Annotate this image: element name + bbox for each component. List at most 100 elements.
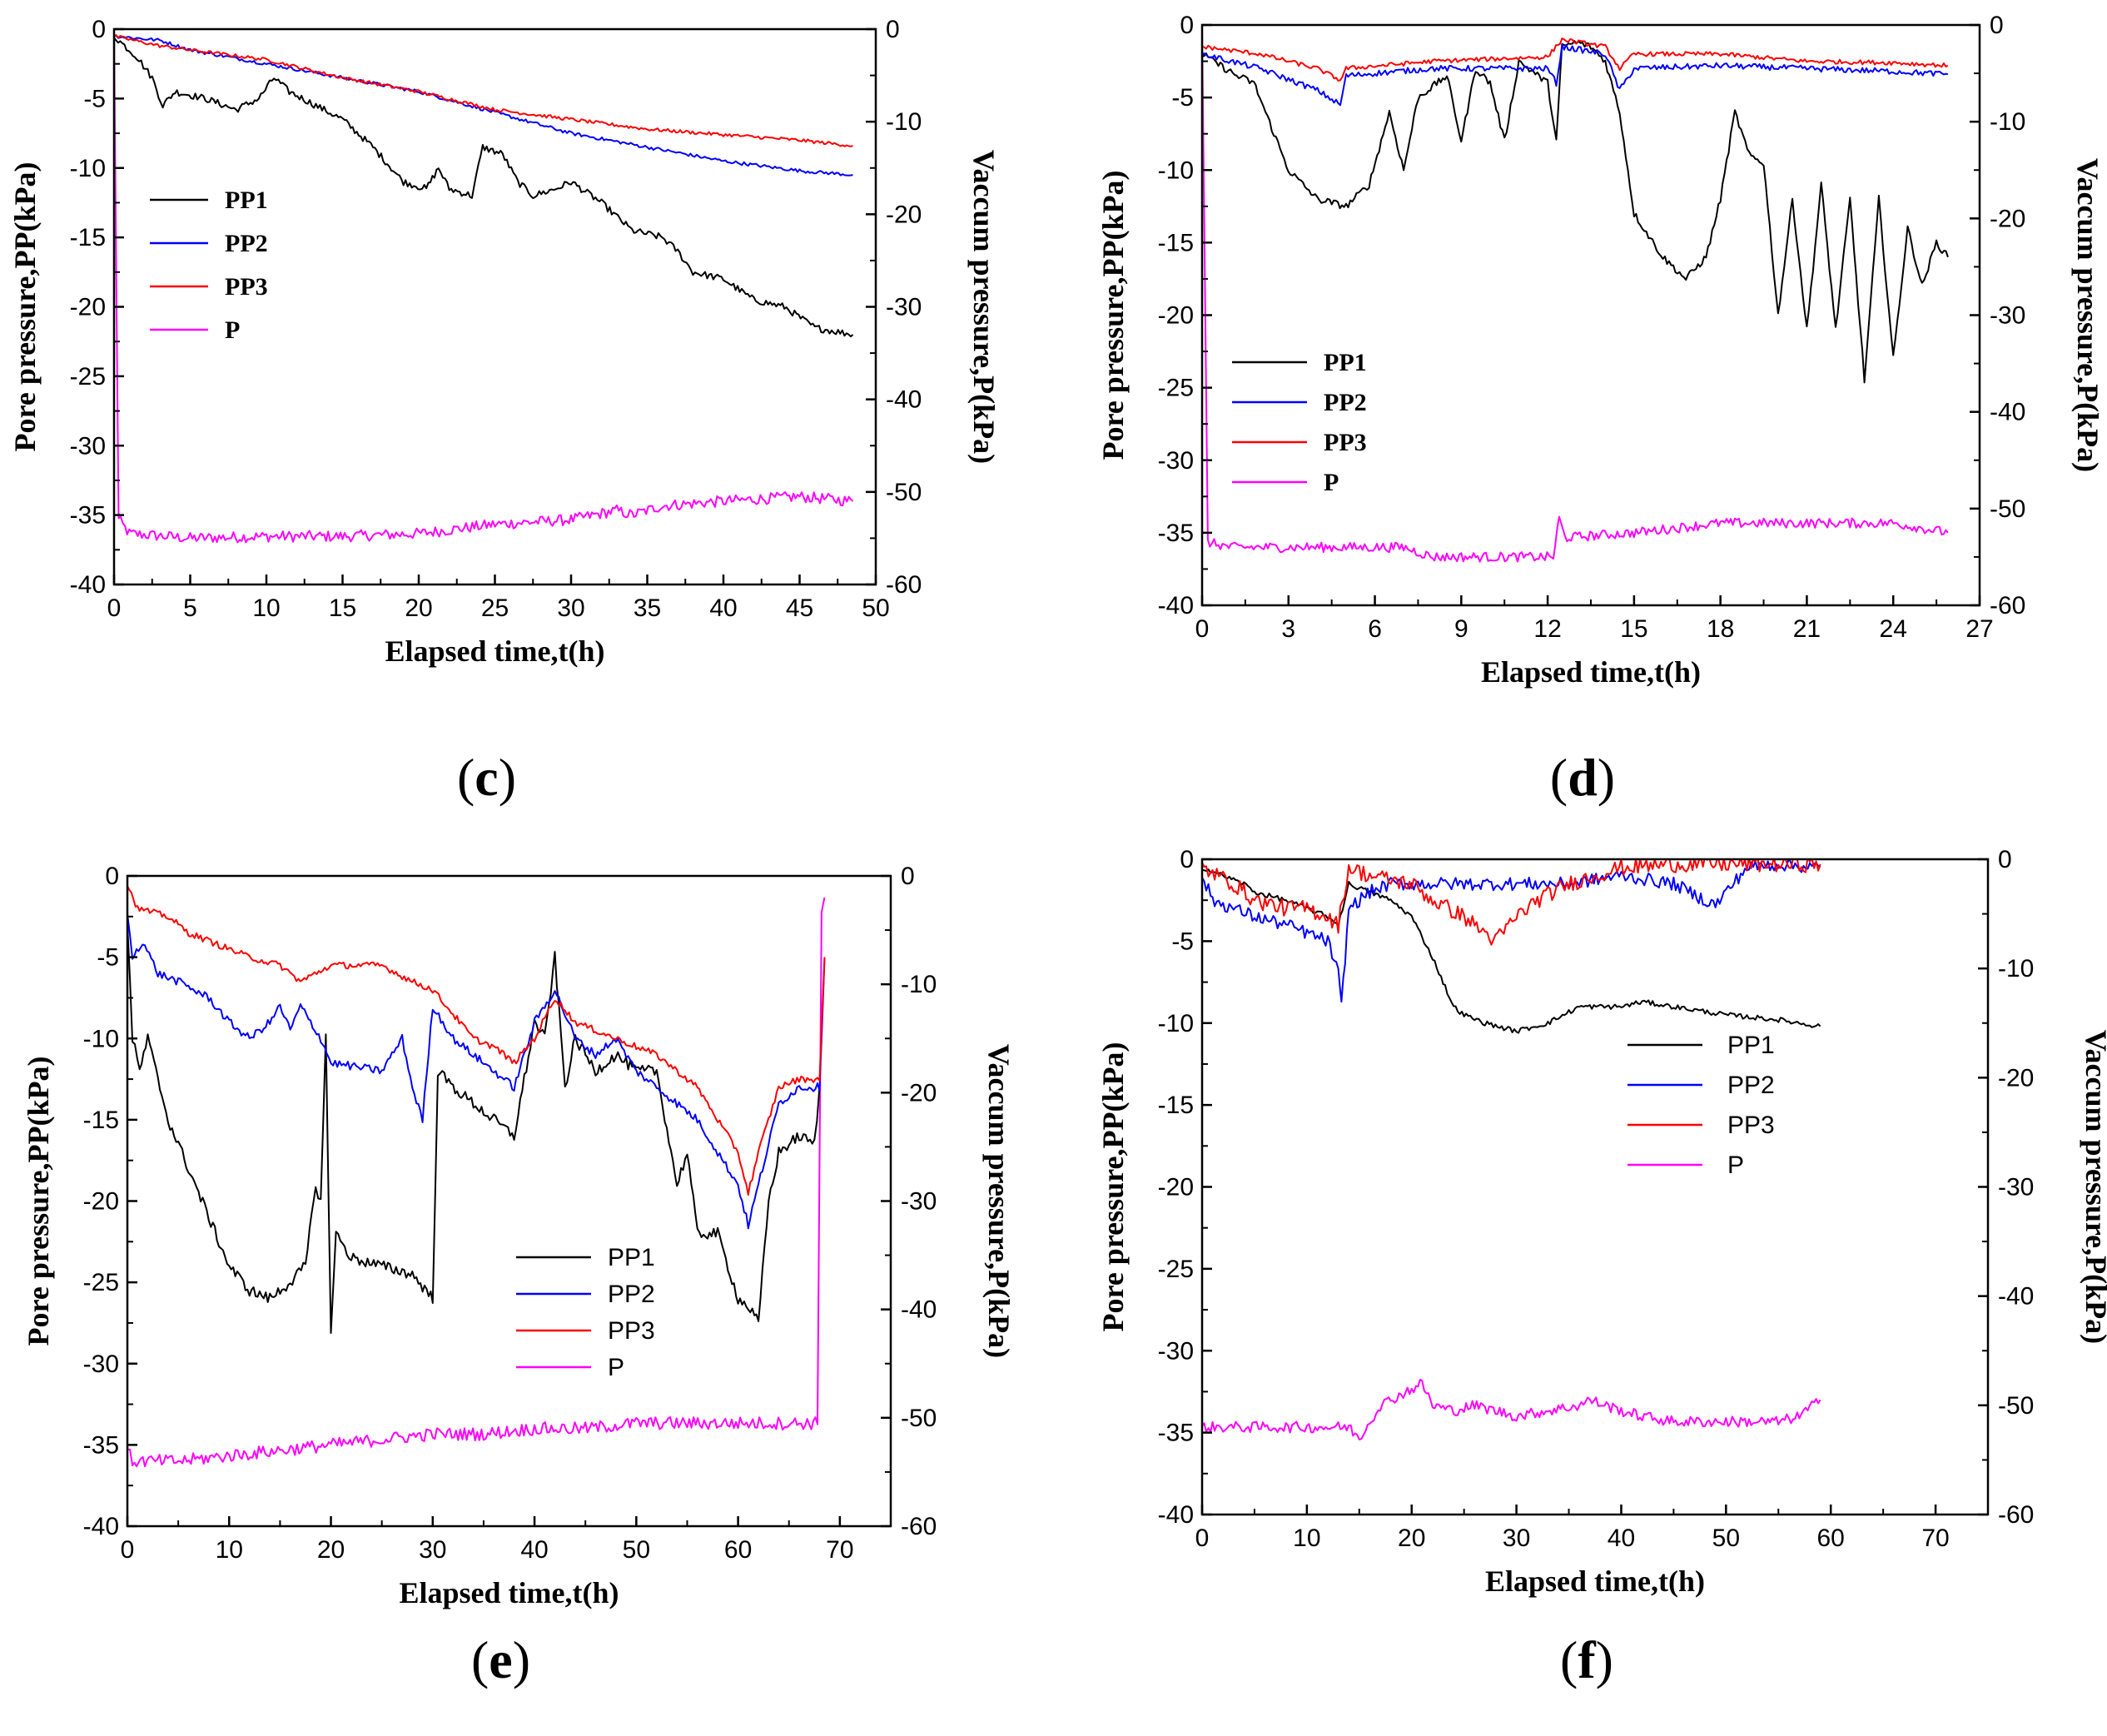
chart-panel-d: 0 3 6 9 12 15 18 21 24 27 0 -5 -10 -15 -20 -25 -30 -35 -40… xyxy=(1096,12,2105,807)
legend-label-pp3: PP3 xyxy=(608,1317,655,1345)
x-tick-label: 60 xyxy=(1817,1525,1845,1552)
y-tick-label: -20 xyxy=(1158,1174,1194,1201)
y2-tick-label: 0 xyxy=(886,16,900,43)
series-traces xyxy=(1202,859,1821,1440)
x-tick-label: 9 xyxy=(1454,615,1468,643)
series-line-pp2 xyxy=(127,913,826,1230)
plot-frame xyxy=(1200,858,1990,1516)
series-line-p xyxy=(127,897,826,1468)
x-tick-label: 0 xyxy=(121,1536,135,1564)
y2-tick-label: -40 xyxy=(886,386,922,414)
y-tick-label: -35 xyxy=(83,1431,119,1459)
x-tick-label: 30 xyxy=(1503,1525,1530,1552)
series-line-p xyxy=(1202,32,1949,563)
x-tick-label: 70 xyxy=(1921,1525,1949,1552)
y2-tick-label: -40 xyxy=(1990,399,2025,426)
y-tick-label: -30 xyxy=(1158,447,1194,475)
series-line-pp1 xyxy=(127,924,821,1334)
y2-tick-label: -30 xyxy=(901,1188,937,1216)
y2-tick-label: -20 xyxy=(1998,1064,2034,1092)
x-tick-label: 50 xyxy=(623,1536,650,1564)
x-tick-label: 5 xyxy=(183,594,197,622)
y2-tick-label: -30 xyxy=(1990,302,2025,330)
legend-label-pp2: PP2 xyxy=(608,1281,655,1308)
x-tick-label: 50 xyxy=(862,594,889,622)
y-tick-label: -10 xyxy=(1158,157,1194,184)
series-line-pp2 xyxy=(114,34,853,177)
y-tick-label: -25 xyxy=(1158,375,1194,402)
y-tick-label: -25 xyxy=(70,363,106,390)
y2-tick-label: -10 xyxy=(886,108,922,136)
legend: PP1 PP2 PP3 P xyxy=(150,187,268,344)
series-line-pp3 xyxy=(127,885,826,1196)
series-traces xyxy=(1202,32,1949,563)
x-tick-label: 70 xyxy=(826,1536,853,1564)
legend: PP1 PP2 PP3 P xyxy=(1232,349,1367,496)
y2-axis-title: Vaccum pressure,P(kPa) xyxy=(967,150,1001,464)
series-line-p xyxy=(1202,1379,1821,1440)
plot-frame xyxy=(112,27,877,586)
x-tick-label: 0 xyxy=(1195,615,1210,643)
legend-label-pp1: PP1 xyxy=(608,1244,655,1271)
x-tick-label: 40 xyxy=(1608,1525,1635,1552)
y-tick-label: -35 xyxy=(70,502,106,530)
y-tick-label: 0 xyxy=(1180,12,1194,39)
panel-label: (e) xyxy=(471,1630,530,1689)
y2-tick-label: -30 xyxy=(886,294,922,321)
panel-label: (c) xyxy=(457,748,516,807)
y2-tick-label: -60 xyxy=(1998,1501,2034,1529)
legend-label-pp2: PP2 xyxy=(1324,389,1367,416)
y-tick-label: -40 xyxy=(83,1513,119,1540)
y-tick-label: -20 xyxy=(1158,302,1194,330)
series-line-pp2 xyxy=(1202,859,1821,1003)
legend-label-pp2: PP2 xyxy=(225,230,268,257)
series-line-pp1 xyxy=(1202,40,1949,384)
legend-label-pp1: PP1 xyxy=(1324,349,1367,376)
panel-label: (f) xyxy=(1560,1630,1613,1689)
x-tick-label: 60 xyxy=(724,1536,752,1564)
series-traces xyxy=(114,34,854,544)
y2-tick-label: -40 xyxy=(901,1296,937,1324)
y2-tick-label: -50 xyxy=(1998,1392,2034,1420)
x-tick-label: 3 xyxy=(1281,615,1295,643)
x-tick-label: 20 xyxy=(1398,1525,1425,1552)
legend-label-pp3: PP3 xyxy=(1727,1112,1775,1139)
series-line-p xyxy=(114,36,854,544)
x-axis-title: Elapsed time,t(h) xyxy=(1485,1564,1705,1598)
x-tick-label: 10 xyxy=(1293,1525,1320,1552)
y-tick-label: -40 xyxy=(1158,592,1194,619)
x-tick-label: 6 xyxy=(1368,615,1382,643)
x-tick-label: 0 xyxy=(1195,1525,1210,1552)
chart-panel-f: 0 10 20 30 40 50 60 700-5-10-15-20-25-30-35-400… xyxy=(1096,846,2107,1689)
x-axis-title: Elapsed time,t(h) xyxy=(385,634,605,668)
legend-label-p: P xyxy=(1727,1152,1744,1179)
y-tick-label: -20 xyxy=(83,1188,119,1216)
y-tick-label: -10 xyxy=(70,155,106,182)
x-tick-label: 30 xyxy=(557,594,584,622)
series-line-pp3 xyxy=(114,34,853,147)
y2-tick-label: -10 xyxy=(1998,955,2034,982)
x-tick-label: 10 xyxy=(216,1536,243,1564)
y-tick-label: -25 xyxy=(83,1269,119,1296)
legend-label-pp3: PP3 xyxy=(225,273,268,301)
x-tick-label: 40 xyxy=(520,1536,548,1564)
y-axis-title: Pore pressure,PP(kPa) xyxy=(22,1057,55,1346)
x-tick-label: 40 xyxy=(709,594,737,622)
y-tick-label: -40 xyxy=(70,571,106,599)
series-line-pp3 xyxy=(1202,37,1949,82)
y2-tick-label: -50 xyxy=(1990,495,2025,523)
y-tick-label: -20 xyxy=(70,294,106,321)
y-tick-label: -35 xyxy=(1158,1420,1194,1447)
y-tick-label: 0 xyxy=(1180,846,1194,873)
y2-tick-label: -50 xyxy=(901,1405,937,1432)
y-tick-label: -35 xyxy=(1158,520,1194,547)
y-axis-title: Pore pressure,PP(kPa) xyxy=(1096,171,1130,460)
y2-tick-label: 0 xyxy=(901,863,915,890)
series-line-pp1 xyxy=(1202,868,1821,1034)
x-tick-label: 0 xyxy=(107,594,122,622)
legend-label-p: P xyxy=(608,1354,624,1381)
legend: PP1 PP2 PP3 P xyxy=(516,1244,655,1381)
x-tick-label: 18 xyxy=(1707,615,1734,643)
y-tick-label: -10 xyxy=(1158,1010,1194,1037)
y2-tick-label: -60 xyxy=(901,1513,937,1540)
